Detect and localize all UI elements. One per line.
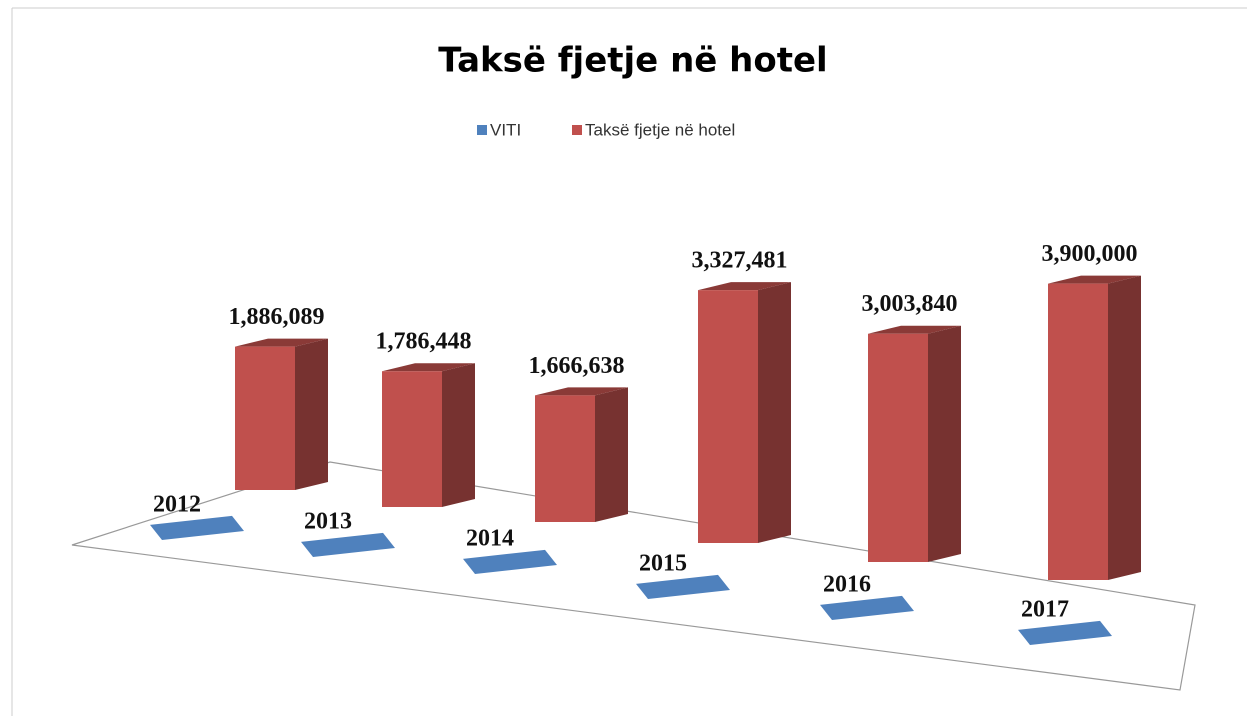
- bar-face: [442, 363, 475, 507]
- bar: [301, 532, 395, 557]
- bar-face: [295, 338, 328, 490]
- bar: [463, 549, 557, 574]
- data-label: 1,886,089: [229, 304, 325, 330]
- bar-face: [235, 346, 295, 490]
- data-label: 3,900,000: [1042, 241, 1138, 267]
- bar-face: [535, 395, 595, 522]
- data-label: 2013: [304, 508, 352, 534]
- bar: [382, 363, 475, 507]
- data-label: 2014: [466, 525, 514, 551]
- bar-face: [535, 387, 628, 396]
- bar-face: [758, 282, 791, 543]
- bar-face: [698, 290, 758, 543]
- data-label: 3,003,840: [862, 291, 958, 317]
- bar-face: [235, 338, 328, 347]
- data-label: 1,666,638: [529, 353, 625, 379]
- legend-label: Taksë fjetje në hotel: [585, 120, 735, 139]
- bar-face: [698, 282, 791, 291]
- bar: [636, 574, 730, 599]
- bar-face: [928, 325, 961, 562]
- legend-swatch: [572, 125, 582, 135]
- floor: [71, 461, 1196, 691]
- bar: [1018, 620, 1112, 645]
- bar-face: [595, 387, 628, 522]
- bar-face: [382, 371, 442, 507]
- data-label: 1,786,448: [376, 329, 472, 355]
- bar-face: [382, 363, 475, 372]
- bar: [235, 338, 328, 490]
- bar-face: [868, 325, 961, 334]
- legend-label: VITI: [490, 120, 521, 139]
- legend-swatch: [477, 125, 487, 135]
- bar: [820, 595, 914, 620]
- chart-title: Taksë fjetje në hotel: [438, 41, 827, 81]
- bar: [868, 325, 961, 562]
- data-label: 3,327,481: [692, 248, 788, 274]
- bar-face: [1108, 275, 1141, 580]
- data-label: 2016: [823, 571, 871, 597]
- bar: [150, 515, 244, 540]
- data-label: 2012: [153, 491, 201, 517]
- data-label: 2015: [639, 550, 687, 576]
- bar-face: [1048, 283, 1108, 580]
- bar-face: [868, 333, 928, 562]
- bar: [535, 387, 628, 522]
- bar-face: [1048, 275, 1141, 284]
- data-label: 2017: [1021, 596, 1069, 622]
- bar: [1048, 275, 1141, 580]
- bar: [698, 282, 791, 543]
